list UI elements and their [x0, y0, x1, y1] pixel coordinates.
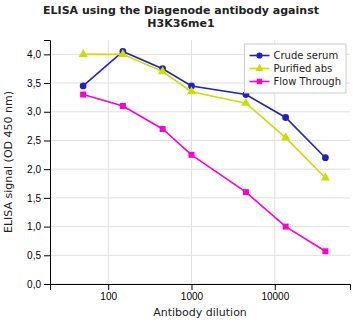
grid-line-y [50, 226, 350, 227]
point [80, 92, 86, 98]
x-tick: 10000 [261, 284, 289, 302]
grid-line-y [50, 255, 350, 256]
y-tick-label: 3,5 [27, 78, 41, 89]
y-tick-label: 3,0 [27, 106, 41, 117]
y-tick-mark [44, 255, 50, 256]
x-tick-mark [275, 284, 276, 290]
point [322, 154, 329, 161]
y-tick-mark [44, 284, 50, 285]
legend-swatch-marker [256, 52, 262, 58]
legend-label: Crude serum [274, 50, 339, 61]
y-tick-mark [44, 169, 50, 170]
y-tick: 2,0 [27, 164, 50, 175]
x-tick-mark [191, 284, 192, 290]
y-tick: 1,5 [27, 193, 50, 204]
y-tick-mark [44, 112, 50, 113]
y-tick-mark [44, 54, 50, 55]
point [243, 189, 249, 195]
y-tick: 2,5 [27, 135, 50, 146]
grid-line-y [50, 140, 350, 141]
y-tick: 0,5 [27, 250, 50, 261]
chart: ELISA using the Diagenode antibody again… [0, 0, 362, 322]
x-tick-label: 1000 [181, 291, 204, 302]
y-tick: 4,0 [27, 49, 50, 60]
y-tick-label: 1,5 [27, 193, 41, 204]
point [80, 83, 87, 90]
y-tick: 0,0 [27, 279, 50, 290]
point [188, 152, 194, 158]
y-axis: 0,0 0,5 1,0 1,5 2,0 2,5 3,0 3,5 4,0 [27, 41, 50, 290]
x-axis-line [51, 285, 351, 291]
legend-box [245, 44, 347, 93]
legend-swatch-marker [257, 79, 262, 84]
y-tick: 3,5 [27, 78, 50, 89]
x-axis: 100 1000 10000 [51, 284, 351, 302]
legend-swatch-marker [255, 64, 263, 71]
y-axis-line [44, 41, 51, 285]
point [321, 173, 330, 181]
y-tick-label: 2,5 [27, 135, 41, 146]
legend-item: Flow Through [250, 76, 342, 87]
y-tick-label: 1,0 [27, 221, 41, 232]
x-tick: 1000 [181, 284, 204, 302]
series-line [83, 95, 325, 252]
x-tick: 100 [100, 284, 117, 302]
point [158, 66, 167, 74]
legend-label: Purified abs [274, 63, 333, 74]
x-axis-title: Antibody dilution [153, 306, 247, 319]
plot-area: 100 1000 10000 0,0 0,5 1,0 1,5 2,0 2,5 3,0 3,5 4,0 C… [27, 40, 350, 302]
y-tick-mark [44, 198, 50, 199]
x-tick-label: 100 [100, 291, 117, 302]
y-tick-mark [44, 227, 50, 228]
y-tick-label: 2,0 [27, 164, 41, 175]
title: ELISA using the Diagenode antibody again… [43, 4, 319, 30]
grid-line-y [50, 197, 350, 198]
legend-item: Crude serum [250, 50, 339, 61]
y-tick-mark [44, 83, 50, 84]
point [283, 224, 289, 230]
y-tick: 3,0 [27, 106, 50, 117]
title-line: H3K36me1 [147, 17, 214, 30]
y-tick-label: 0,5 [27, 250, 41, 261]
legend: Crude serum Purified abs Flow Through [245, 44, 347, 93]
point [79, 49, 88, 57]
point [241, 98, 250, 106]
point [160, 126, 166, 132]
title-line: ELISA using the Diagenode antibody again… [43, 4, 319, 17]
grid [50, 40, 350, 284]
x-tick-label: 10000 [261, 291, 289, 302]
grid-line-y [50, 111, 350, 112]
point [120, 103, 126, 109]
y-tick-mark [44, 140, 50, 141]
y-axis-title: ELISA signal (OD 450 nm) [2, 91, 15, 233]
point [282, 114, 289, 121]
x-tick-mark [108, 284, 109, 290]
point [281, 132, 290, 140]
point [118, 49, 127, 57]
grid-line-y [50, 169, 350, 170]
legend-label: Flow Through [274, 76, 342, 87]
y-tick: 1,0 [27, 221, 50, 232]
series [80, 92, 328, 255]
legend-item: Purified abs [250, 63, 333, 74]
y-tick-label: 0,0 [27, 279, 41, 290]
grid-line-x [191, 40, 192, 284]
y-tick-label: 4,0 [27, 49, 41, 60]
point [322, 248, 328, 254]
grid-line-x [108, 40, 109, 284]
point [187, 86, 196, 94]
